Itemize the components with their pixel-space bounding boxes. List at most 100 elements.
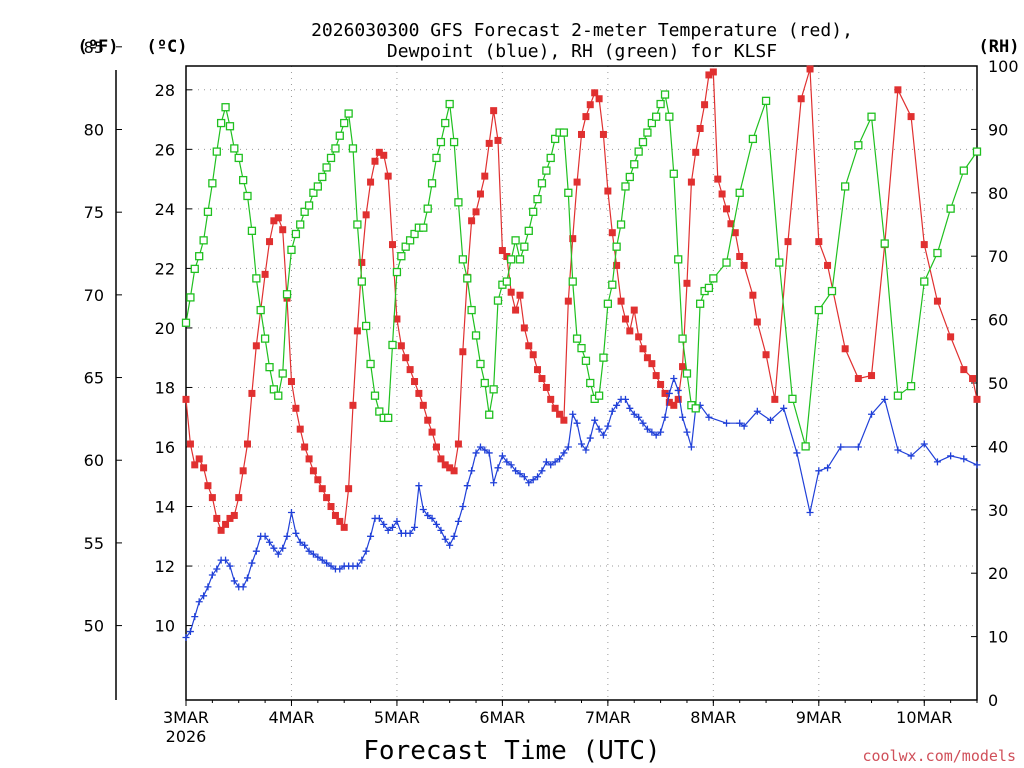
dewpoint-point	[367, 532, 375, 540]
2-meter-temperature-point	[331, 511, 339, 519]
2-meter-temperature-point	[753, 318, 761, 326]
2-meter-temperature-point	[617, 297, 625, 305]
dewpoint-point	[230, 577, 238, 585]
dewpoint-point	[384, 526, 392, 534]
fahrenheit-tick-label: 80	[84, 120, 104, 139]
2-meter-temperature-point	[309, 467, 317, 475]
2-meter-temperature-point	[542, 383, 550, 391]
2-meter-temperature-point	[854, 375, 862, 383]
2-meter-temperature-point	[485, 139, 493, 147]
2-meter-temperature-point	[195, 455, 203, 463]
rh-point	[489, 385, 498, 394]
2-meter-temperature-point	[661, 389, 669, 397]
2-meter-temperature-point	[222, 520, 230, 528]
dewpoint-point	[375, 514, 383, 522]
rh-point	[735, 188, 744, 197]
rh-point	[867, 112, 876, 121]
rh-point	[287, 245, 296, 255]
rh-point	[427, 179, 437, 188]
2-meter-temperature-point	[525, 342, 533, 350]
dewpoint-point	[195, 598, 203, 606]
rh-point	[300, 207, 309, 216]
rh-point	[304, 201, 314, 210]
2-meter-temperature-point	[591, 89, 599, 97]
2-meter-temperature-point	[248, 389, 256, 397]
rh-point	[436, 137, 446, 147]
rh-point	[972, 147, 982, 156]
2-meter-temperature-point	[226, 514, 234, 522]
rh-point	[278, 369, 287, 378]
dewpoint-point	[960, 455, 968, 463]
2-meter-temperature-point	[406, 366, 414, 374]
rh-point	[203, 207, 213, 216]
2-meter-temperature-point	[415, 389, 423, 397]
dewpoint-point	[635, 413, 643, 421]
rh-point	[669, 169, 678, 178]
2-meter-temperature-point	[727, 220, 735, 228]
rh-point	[353, 220, 362, 229]
rh-point	[423, 204, 432, 213]
dewpoint-point	[441, 535, 449, 543]
dewpoint-point	[301, 541, 309, 549]
dewpoint-point	[213, 565, 221, 573]
rh-point	[511, 236, 520, 245]
rh-point	[260, 334, 270, 343]
dewpoint-point	[266, 538, 274, 546]
grid	[185, 66, 977, 700]
rh-point	[190, 264, 199, 274]
2-meter-temperature-point	[560, 416, 568, 424]
2-meter-temperature-point	[266, 238, 274, 246]
rh-point	[239, 175, 248, 185]
rh-tick-label: 10	[988, 628, 1008, 647]
2-meter-temperature-point	[450, 467, 458, 475]
dewpoint-point	[200, 592, 208, 600]
2-meter-temperature-point	[380, 151, 388, 159]
dewpoint-point	[648, 428, 656, 436]
2-meter-temperature-point	[643, 354, 651, 362]
rh-point	[199, 236, 208, 245]
dewpoint-point	[525, 479, 533, 487]
2-meter-temperature-point	[556, 410, 564, 418]
2-meter-temperature-point	[270, 217, 278, 225]
2-meter-temperature-point	[454, 440, 462, 448]
dewpoint-point	[507, 461, 515, 469]
2-meter-temperature-point	[635, 333, 643, 341]
rh-point	[252, 274, 261, 283]
dewpoint-point	[292, 529, 300, 537]
dewpoint-point	[248, 559, 256, 567]
dewpoint-point	[815, 467, 823, 475]
2-meter-temperature-point	[318, 485, 326, 493]
2-meter-temperature-point	[973, 395, 981, 403]
rh-point	[656, 99, 665, 109]
2-meter-temperature-point	[701, 101, 709, 109]
rh-point	[933, 248, 942, 258]
rh-point	[216, 118, 226, 128]
2-meter-temperature-point	[564, 297, 572, 305]
2-meter-temperature-point	[349, 401, 357, 409]
dewpoint-point	[639, 419, 647, 427]
2-meter-temperature-point	[687, 178, 695, 186]
rh-point	[634, 147, 643, 156]
rh-point	[485, 410, 494, 419]
2-meter-temperature-point	[441, 461, 449, 469]
dewpoint-point	[459, 503, 467, 511]
rh-point	[366, 359, 375, 369]
dewpoint-point	[538, 467, 546, 475]
2-meter-temperature-point	[626, 327, 634, 335]
dewpoint-point	[498, 452, 506, 460]
dewpoint-point	[490, 479, 498, 487]
celsius-tick-label: 20	[155, 319, 175, 338]
rh-point	[454, 198, 463, 207]
dewpoint-point	[296, 538, 304, 546]
rh-point	[660, 90, 670, 99]
2-meter-temperature-point	[815, 238, 823, 246]
dewpoint-point	[389, 523, 397, 531]
2-meter-temperature-point	[534, 366, 542, 374]
2-meter-temperature-point	[709, 68, 717, 76]
dewpoint-point	[279, 544, 287, 552]
2-meter-temperature-point	[446, 464, 454, 472]
dewpoint-point	[428, 514, 436, 522]
rh-tick-label: 30	[988, 501, 1008, 520]
2-meter-temperature-point	[933, 297, 941, 305]
